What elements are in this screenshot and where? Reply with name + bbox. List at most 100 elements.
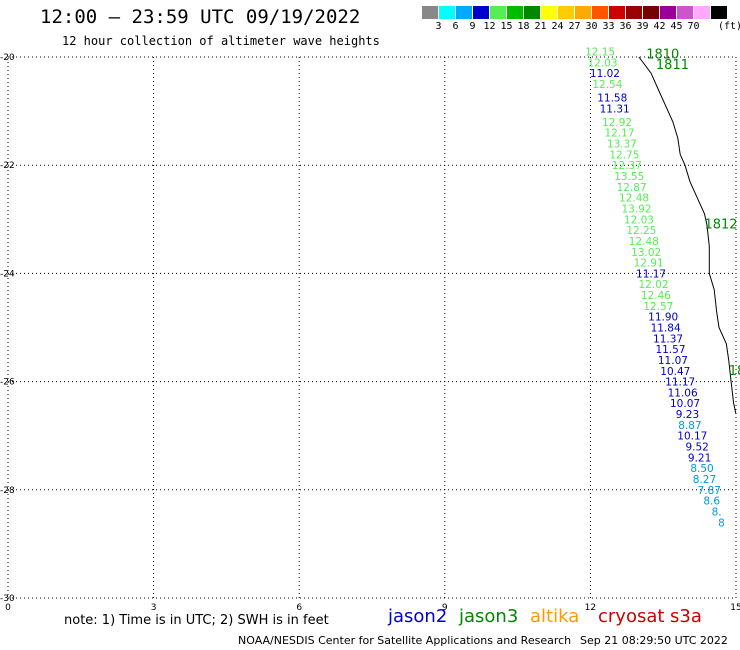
wave-height-value: 12.03 — [624, 214, 654, 226]
wave-height-value: 12.17 — [604, 128, 634, 140]
legend-swatch — [575, 6, 592, 19]
legend-label: 3 — [435, 21, 442, 32]
satellite-jason2-label: jason2 — [388, 606, 448, 627]
wave-height-value: 11.37 — [653, 333, 683, 345]
wave-height-value: 10.07 — [670, 398, 700, 410]
wave-height-value: 12.75 — [609, 149, 639, 161]
legend-label: 30 — [585, 21, 598, 32]
legend-swatch — [694, 6, 711, 19]
satellite-s3a-label: s3a — [670, 606, 702, 627]
track-number-label: 1811 — [656, 58, 689, 73]
wave-height-value: 12.37 — [612, 160, 642, 172]
legend-label: 6 — [452, 21, 459, 32]
wave-height-value: 11.84 — [651, 323, 681, 335]
x-tick-label: 3 — [151, 603, 157, 613]
satellite-cryosat-label: cryosat — [598, 606, 665, 627]
legend-label: 33 — [602, 21, 615, 32]
wave-height-value: 11.17 — [636, 268, 666, 280]
legend-label: 39 — [636, 21, 649, 32]
legend-label: 27 — [568, 21, 581, 32]
wave-height-value: 9.21 — [688, 452, 711, 464]
legend-label: 21 — [534, 21, 547, 32]
wave-height-value: 10.47 — [660, 366, 690, 378]
legend-swatch — [558, 6, 575, 19]
legend-swatch — [439, 6, 456, 19]
legend-label: 36 — [619, 21, 632, 32]
wave-height-value: 8 — [718, 517, 725, 529]
y-tick-label: -26 — [0, 378, 15, 388]
wave-height-value: 13.55 — [614, 171, 644, 183]
x-tick-label: 6 — [296, 603, 302, 613]
wave-height-value: 11.58 — [597, 93, 627, 105]
legend-label: 45 — [670, 21, 683, 32]
wave-height-value: 12.46 — [641, 290, 671, 302]
y-tick-label: -28 — [0, 486, 15, 496]
satellite-altika-label: altika — [530, 606, 580, 627]
satellite-jason3-label: jason3 — [459, 606, 519, 627]
legend-swatch — [660, 6, 677, 19]
wave-height-value: 11.57 — [655, 344, 685, 356]
wave-height-value: 12.91 — [634, 258, 664, 270]
legend-swatch — [490, 6, 507, 19]
wave-height-value: 13.02 — [631, 247, 661, 259]
legend-label: 9 — [469, 21, 476, 32]
color-legend — [422, 6, 728, 19]
track-number-label: 1813 — [729, 364, 740, 379]
wave-height-value: 11.90 — [648, 312, 678, 324]
wave-height-value: 11.02 — [590, 68, 620, 80]
wave-height-value: 12.48 — [629, 236, 659, 248]
legend-swatch — [643, 6, 660, 19]
y-tick-label: -24 — [0, 269, 15, 279]
wave-height-value: 12.03 — [588, 57, 618, 69]
wave-height-value: 12.02 — [638, 279, 668, 291]
legend-swatch — [456, 6, 473, 19]
wave-height-value: 11.17 — [665, 377, 695, 389]
legend-label: 12 — [483, 21, 496, 32]
legend-label: 42 — [653, 21, 666, 32]
wave-height-value: 13.37 — [607, 139, 637, 151]
wave-height-value: 12.87 — [617, 182, 647, 194]
y-tick-label: -30 — [0, 594, 15, 604]
wave-height-value: 13.92 — [621, 203, 651, 215]
wave-height-value: 12.15 — [585, 47, 615, 59]
wave-height-value: 12.48 — [619, 193, 649, 205]
wave-height-value: 9.23 — [676, 409, 699, 421]
y-tick-label: -22 — [0, 161, 15, 171]
x-tick-label: 9 — [442, 603, 448, 613]
legend-swatch — [592, 6, 609, 19]
wave-height-value: 11.31 — [600, 103, 630, 115]
wave-height-value: 10.17 — [677, 431, 707, 443]
coastline — [638, 56, 737, 415]
x-tick-label: 0 — [5, 603, 11, 613]
wave-height-value: 11.07 — [658, 355, 688, 367]
legend-swatch — [507, 6, 524, 19]
wave-height-value: 11.06 — [668, 387, 698, 399]
wave-height-value: 8. — [712, 506, 722, 518]
legend-swatch — [541, 6, 558, 19]
legend-swatch — [422, 6, 439, 19]
legend-swatch — [473, 6, 490, 19]
legend-swatch — [524, 6, 541, 19]
legend-swatch — [609, 6, 626, 19]
wave-height-value: 8.50 — [690, 463, 713, 475]
legend-label: 24 — [551, 21, 564, 32]
wave-height-value: 8.87 — [678, 420, 701, 432]
x-tick-label: 15 — [730, 603, 740, 613]
wave-height-value: 8.27 — [693, 474, 716, 486]
footnote: note: 1) Time is in UTC; 2) SWH is in fe… — [64, 613, 329, 628]
wave-height-value: 12.54 — [592, 79, 622, 91]
legend-labels: 3 6 9 12 15 18 21 24 27 30 33 36 39 42 45 70 — [422, 21, 702, 32]
legend-label: 15 — [500, 21, 513, 32]
track-number-label: 1810 — [646, 47, 679, 62]
track-number-label: 1812 — [704, 218, 737, 233]
generated-timestamp: Sep 21 08:29:50 UTC 2022 — [580, 634, 728, 647]
credit-line: NOAA/NESDIS Center for Satellite Applica… — [238, 634, 572, 647]
y-tick-label: -20 — [0, 53, 15, 63]
wave-height-value: 9.52 — [685, 442, 708, 454]
map-frame — [7, 56, 737, 599]
legend-unit: (ft) — [718, 21, 740, 32]
wave-height-value: 12.92 — [602, 117, 632, 129]
wave-height-value: 7.87 — [698, 485, 721, 497]
x-tick-label: 12 — [585, 603, 596, 613]
legend-swatch — [626, 6, 643, 19]
